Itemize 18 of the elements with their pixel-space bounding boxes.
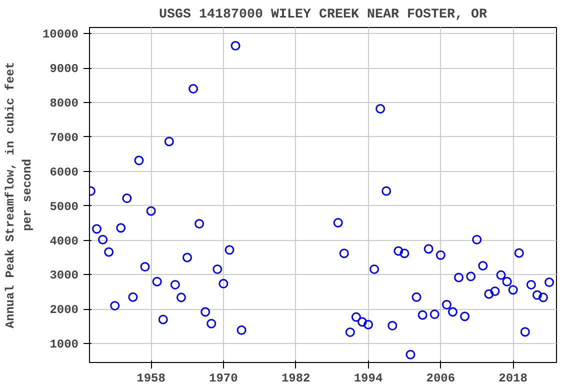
y-tick-label: 8000	[50, 96, 79, 111]
y-tick-label: 6000	[50, 165, 79, 180]
y-tick-label: 9000	[50, 62, 79, 76]
x-tick-label: 1958	[136, 372, 166, 384]
y-tick-label: 3000	[50, 268, 79, 283]
x-tick-label: 2018	[498, 372, 528, 384]
x-tick-label: 1994	[354, 372, 383, 384]
y-tick-label: 1000	[50, 338, 79, 352]
x-tick-label: 1970	[209, 372, 238, 384]
y-tick-label: 7000	[50, 130, 79, 145]
y-tick-label: 2000	[50, 303, 79, 318]
chart-title: USGS 14187000 WILEY CREEK NEAR FOSTER, OR	[159, 8, 487, 22]
x-tick-label: 1982	[281, 372, 310, 384]
y-axis-title: Annual Peak Streamflow, in cubic feet per second	[4, 62, 34, 328]
y-tick-label: 10000	[42, 28, 79, 42]
y-tick-label: 5000	[50, 200, 79, 214]
y-tick-label: 4000	[50, 234, 79, 248]
x-tick-label: 2006	[426, 372, 456, 384]
